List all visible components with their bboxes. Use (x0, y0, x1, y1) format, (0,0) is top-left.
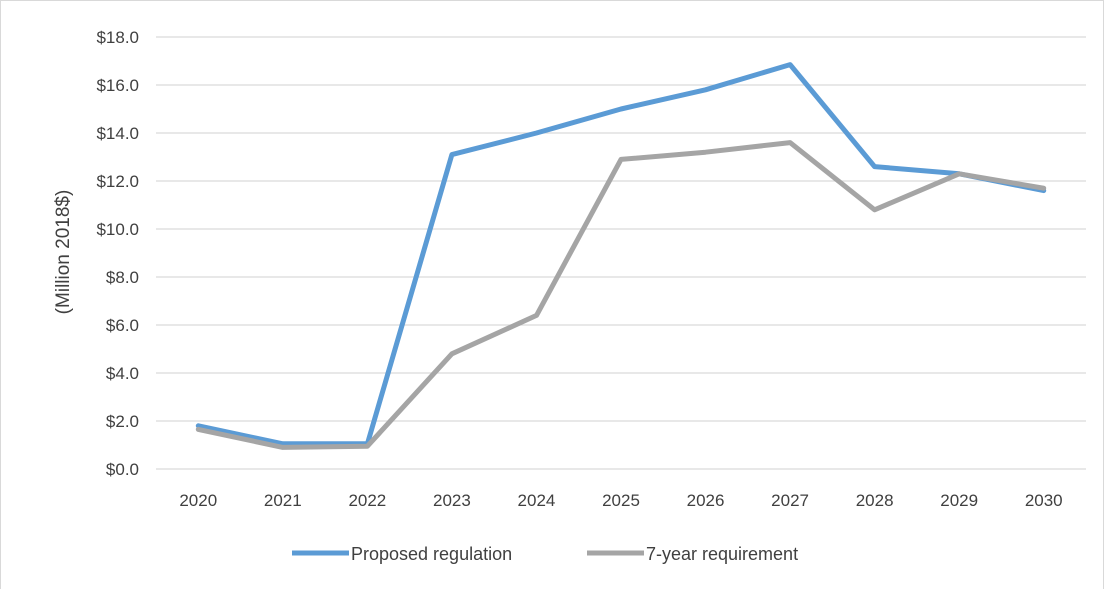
y-tick-label: $14.0 (96, 124, 139, 143)
series-lines (195, 62, 1047, 450)
x-tick-label: 2020 (179, 491, 217, 510)
y-axis-label: (Million 2018$) (53, 190, 74, 315)
x-tick-label: 2022 (348, 491, 386, 510)
y-tick-label: $18.0 (96, 28, 139, 47)
y-axis-ticks: $0.0 $2.0 $4.0 $6.0 $8.0 $10.0 $12.0 $14.0 $16.0… (96, 28, 139, 479)
y-tick-label: $8.0 (106, 268, 139, 287)
series-line-7-year-requirement (195, 140, 1047, 450)
y-tick-label: $12.0 (96, 172, 139, 191)
x-tick-label: 2023 (433, 491, 471, 510)
y-tick-label: $10.0 (96, 220, 139, 239)
gridlines (156, 36, 1086, 470)
x-tick-label: 2030 (1025, 491, 1063, 510)
y-tick-label: $2.0 (106, 412, 139, 431)
x-tick-label: 2024 (518, 491, 556, 510)
y-tick-label: $16.0 (96, 76, 139, 95)
x-tick-label: 2029 (940, 491, 978, 510)
y-tick-label: $0.0 (106, 460, 139, 479)
x-tick-label: 2025 (602, 491, 640, 510)
series-line-proposed-regulation (195, 62, 1047, 447)
legend-label: Proposed regulation (351, 544, 512, 564)
x-tick-label: 2021 (264, 491, 302, 510)
x-tick-label: 2026 (687, 491, 725, 510)
y-tick-label: $4.0 (106, 364, 139, 383)
y-tick-label: $6.0 (106, 316, 139, 335)
x-axis-ticks: 2020 2021 2022 2023 2024 2025 2026 2027 2028 2029… (179, 491, 1062, 510)
legend: Proposed regulation 7-year requirement (292, 544, 798, 564)
x-tick-label: 2027 (771, 491, 809, 510)
x-tick-label: 2028 (856, 491, 894, 510)
legend-label: 7-year requirement (646, 544, 798, 564)
